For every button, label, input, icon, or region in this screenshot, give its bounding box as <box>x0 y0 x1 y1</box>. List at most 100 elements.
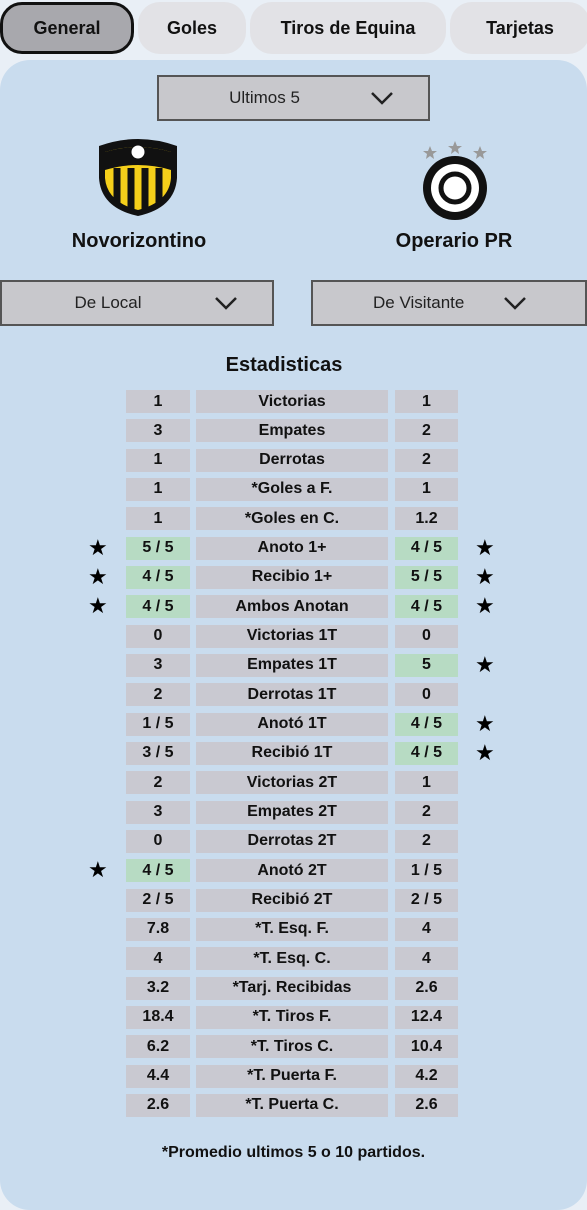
away-value: 4 / 5 <box>395 595 458 619</box>
footnote: *Promedio ultimos 5 o 10 partidos. <box>161 1144 426 1161</box>
home-value: 5 / 5 <box>126 536 190 560</box>
stat-label: Empates 1T <box>196 653 388 677</box>
away-value: 1 <box>395 477 458 501</box>
away-value: 12.4 <box>395 1005 458 1029</box>
home-value: 1 / 5 <box>126 712 190 736</box>
stat-label: *T. Puerta F. <box>196 1064 388 1088</box>
chevron <box>504 297 526 310</box>
home-value: 2 / 5 <box>126 888 190 912</box>
stat-label: Derrotas 2T <box>196 829 388 853</box>
home-value: 1 <box>126 448 190 472</box>
tab[interactable]: Tiros de Equina <box>250 2 446 54</box>
home-value: 3 / 5 <box>126 741 190 765</box>
away-value: 4 / 5 <box>395 536 458 560</box>
away-filter-label: De Visitante <box>373 293 465 312</box>
home-value: 18.4 <box>126 1005 190 1029</box>
stat-label: Anotó 1T <box>196 712 388 736</box>
away-value: 2.6 <box>395 1093 458 1117</box>
home-value: 2 <box>126 683 190 707</box>
away-value: 1 / 5 <box>395 859 458 883</box>
away-value: 1 <box>395 771 458 795</box>
stat-label: *T. Esq. C. <box>196 947 388 971</box>
tab[interactable]: General <box>0 2 134 54</box>
away-filter-dropdown[interactable]: De Visitante <box>311 280 587 326</box>
home-value: 3 <box>126 800 190 824</box>
stat-label: Derrotas 1T <box>196 683 388 707</box>
home-logo <box>99 139 177 216</box>
star-icon: ★ <box>88 534 108 560</box>
stat-label: Derrotas <box>196 448 388 472</box>
stat-label: Empates <box>196 419 388 443</box>
home-value: 0 <box>126 624 190 648</box>
home-value: 1 <box>126 507 190 531</box>
chevron <box>371 92 393 105</box>
home-value: 3 <box>126 653 190 677</box>
home-value: 0 <box>126 829 190 853</box>
tab[interactable]: Tarjetas <box>450 2 587 54</box>
home-value: 4 / 5 <box>126 859 190 883</box>
stat-label: Ambos Anotan <box>196 595 388 619</box>
stat-label: Empates 2T <box>196 800 388 824</box>
stat-label: Victorias 2T <box>196 771 388 795</box>
stat-label: *T. Esq. F. <box>196 917 388 941</box>
star-icon: ★ <box>475 593 495 619</box>
stats-title: Estadisticas <box>225 354 343 376</box>
stat-label: *Goles a F. <box>196 477 388 501</box>
away-value: 5 / 5 <box>395 565 458 589</box>
chevron <box>215 297 237 310</box>
stat-label: *T. Tiros F. <box>196 1005 388 1029</box>
away-value: 2 <box>395 800 458 824</box>
stat-label: *T. Puerta C. <box>196 1093 388 1117</box>
away-value: 4 <box>395 917 458 941</box>
home-value: 1 <box>126 477 190 501</box>
stat-label: Recibio 1+ <box>196 565 388 589</box>
home-value: 2 <box>126 771 190 795</box>
home-value: 2.6 <box>126 1093 190 1117</box>
home-value: 7.8 <box>126 917 190 941</box>
home-value: 1 <box>126 390 190 413</box>
away-value: 5 <box>395 653 458 677</box>
home-team-name: Novorizontino <box>71 230 207 252</box>
stat-label: *T. Tiros C. <box>196 1035 388 1059</box>
away-value: 4.2 <box>395 1064 458 1088</box>
home-value: 3 <box>126 419 190 443</box>
star-icon: ★ <box>88 857 108 883</box>
home-filter-dropdown[interactable]: De Local <box>0 280 274 326</box>
home-value: 6.2 <box>126 1035 190 1059</box>
away-value: 2 / 5 <box>395 888 458 912</box>
home-value: 4 <box>126 947 190 971</box>
away-value: 1.2 <box>395 507 458 531</box>
away-team-name: Operario PR <box>395 230 513 252</box>
away-value: 1 <box>395 390 458 413</box>
stat-label: Recibió 2T <box>196 888 388 912</box>
star-icon: ★ <box>475 534 495 560</box>
home-value: 4.4 <box>126 1064 190 1088</box>
tab[interactable]: Goles <box>138 2 246 54</box>
away-value: 2.6 <box>395 976 458 1000</box>
away-value: 0 <box>395 683 458 707</box>
away-value: 0 <box>395 624 458 648</box>
star-icon: ★ <box>88 593 108 619</box>
star-icon: ★ <box>475 563 495 589</box>
stat-label: Victorias <box>196 390 388 413</box>
away-value: 4 <box>395 947 458 971</box>
home-value: 4 / 5 <box>126 595 190 619</box>
home-value: 4 / 5 <box>126 565 190 589</box>
stat-label: Anoto 1+ <box>196 536 388 560</box>
away-logo <box>423 141 487 220</box>
home-value: 3.2 <box>126 976 190 1000</box>
stat-label: *Goles en C. <box>196 507 388 531</box>
stat-label: Recibió 1T <box>196 741 388 765</box>
away-value: 4 / 5 <box>395 712 458 736</box>
home-filter-label: De Local <box>74 293 142 312</box>
star-icon: ★ <box>475 651 495 677</box>
away-value: 2 <box>395 419 458 443</box>
away-value: 10.4 <box>395 1035 458 1059</box>
star-icon: ★ <box>475 739 495 765</box>
star-icon: ★ <box>475 710 495 736</box>
away-value: 4 / 5 <box>395 741 458 765</box>
stat-label: Victorias 1T <box>196 624 388 648</box>
stat-label: *Tarj. Recibidas <box>196 976 388 1000</box>
period-dropdown[interactable]: Ultimos 5 <box>157 75 430 121</box>
